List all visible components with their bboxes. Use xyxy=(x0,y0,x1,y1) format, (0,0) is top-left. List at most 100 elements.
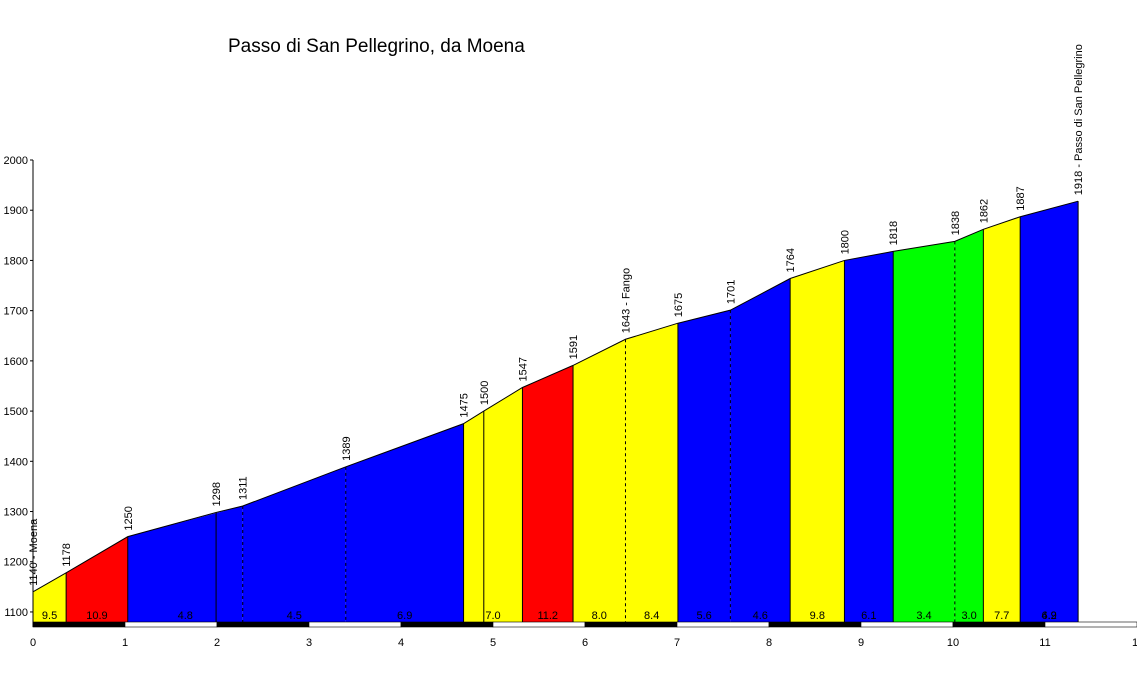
segment-fill-12 xyxy=(844,251,894,623)
x-tick-label: 10 xyxy=(947,637,959,649)
segment-fill-2 xyxy=(127,505,243,622)
x-tick-label: 1 xyxy=(122,637,128,649)
profile-fills xyxy=(33,201,1079,623)
grade-label: 6.1 xyxy=(861,610,876,622)
x-strip-1 xyxy=(124,621,218,628)
segment-fill-1 xyxy=(66,536,128,622)
grade-label: 5.6 xyxy=(696,610,711,622)
x-tick-label: 4 xyxy=(398,637,404,649)
segment-fill-14 xyxy=(954,229,984,623)
elevation-label: 1800 xyxy=(839,230,851,254)
grade-label: 6.2 xyxy=(1041,610,1056,622)
profile-line xyxy=(32,200,1079,593)
segment-dividers xyxy=(65,201,1079,622)
x-strip-5 xyxy=(492,621,586,628)
x-tick-label: 1 xyxy=(1132,637,1137,649)
x-tick-label: 2 xyxy=(214,637,220,649)
grade-label: 3.0 xyxy=(961,610,976,622)
y-tick-label: 2000 xyxy=(4,155,28,167)
x-strip-2 xyxy=(216,621,310,628)
segment-fill-4 xyxy=(345,423,464,622)
elevation-label: 1764 xyxy=(785,248,797,272)
chart-title: Passo di San Pellegrino, da Moena xyxy=(228,36,525,57)
grade-label: 4.6 xyxy=(753,610,768,622)
grade-label: 9.8 xyxy=(810,610,825,622)
segment-fill-9 xyxy=(677,310,731,622)
y-tick-label: 1700 xyxy=(4,306,28,318)
segment-fill-15 xyxy=(983,216,1021,622)
y-tick-label: 1900 xyxy=(4,205,28,217)
segment-fill-3 xyxy=(242,466,346,622)
elevation-label: 1643 - Fango xyxy=(620,268,632,333)
segment-fill-13 xyxy=(893,241,955,622)
segment-fill-11 xyxy=(790,260,845,622)
elevation-label: 1475 xyxy=(459,393,471,417)
elevation-label: 1675 xyxy=(673,293,685,317)
x-tick-label: 8 xyxy=(766,637,772,649)
elevation-label: 1818 xyxy=(888,221,900,245)
elevation-label: 1918 - Passo di San Pellegrino xyxy=(1073,44,1085,195)
segment-fill-8 xyxy=(625,323,678,622)
grade-label: 4.9 xyxy=(1041,610,1056,622)
elevation-label: 1862 xyxy=(978,199,990,223)
x-strip-0 xyxy=(32,621,126,628)
y-tick-label: 1200 xyxy=(4,557,28,569)
elevation-label: 1140 - Moena xyxy=(28,518,40,586)
x-strip-11 xyxy=(1044,621,1137,628)
elevation-label: 1178 xyxy=(61,543,73,567)
y-tick-label: 1300 xyxy=(4,507,28,519)
grade-label: 6.9 xyxy=(397,610,412,622)
elevation-label: 1311 xyxy=(238,476,250,500)
grade-label: 7.7 xyxy=(994,610,1009,622)
x-strip-4 xyxy=(400,621,494,628)
x-strip-3 xyxy=(308,621,402,628)
elevation-label: 1701 xyxy=(725,280,737,304)
segment-fill-10 xyxy=(730,278,791,622)
grade-label: 8.0 xyxy=(592,610,607,622)
segment-fill-5 xyxy=(463,387,523,622)
elevation-label: 1547 xyxy=(517,357,529,381)
elevation-label: 1591 xyxy=(568,335,580,359)
y-axis: 1100 1200 1300 1400 1500 1600 1700 1800 1900 2000 xyxy=(4,155,34,627)
grade-label: 8.4 xyxy=(644,610,659,622)
grade-label: 10.9 xyxy=(86,610,107,622)
grade-label: 7.0 xyxy=(485,610,500,622)
grade-label: 9.5 xyxy=(42,610,57,622)
elevation-label: 1250 xyxy=(123,506,135,530)
x-strip-6 xyxy=(584,621,678,628)
profile-outline xyxy=(32,200,1079,593)
elevation-label: 1389 xyxy=(341,436,353,460)
x-tick-label: 9 xyxy=(858,637,864,649)
y-tick-label: 1400 xyxy=(4,456,28,468)
x-tick-label: 0 xyxy=(30,637,36,649)
y-tick-label: 1100 xyxy=(4,607,28,619)
y-tick-label: 1600 xyxy=(4,356,28,368)
grade-label: 11.2 xyxy=(537,610,558,622)
x-strip-9 xyxy=(860,621,954,628)
x-strip-7 xyxy=(676,621,770,628)
x-tick-label: 6 xyxy=(582,637,588,649)
elevation-label: 1298 xyxy=(211,482,223,506)
y-tick-label: 1800 xyxy=(4,255,28,267)
elevation-label: 1500 xyxy=(479,381,491,405)
grade-label: 4.5 xyxy=(287,610,302,622)
elevation-label: 1838 xyxy=(950,211,962,235)
grade-labels: 9.5 10.9 4.8 4.5 6.9 7.0 11.2 8.0 8.4 5.6 4.6 9.8 6.… xyxy=(42,610,1057,622)
segment-fill-7 xyxy=(573,339,626,622)
elevation-labels: 1140 - Moena 1178 1250 1298 1311 1389 1475 1500… xyxy=(28,44,1085,586)
segment-fill-16 xyxy=(1020,201,1079,622)
x-strip-10 xyxy=(952,621,1046,628)
x-axis: 0 1 2 3 4 5 6 7 8 9 10 11 1 xyxy=(30,621,1137,649)
x-tick-label: 11 xyxy=(1039,637,1050,649)
segment-fill-6 xyxy=(522,365,574,622)
x-tick-label: 5 xyxy=(490,637,496,649)
x-tick-label: 3 xyxy=(306,637,312,649)
y-tick-label: 1500 xyxy=(4,406,28,418)
grade-label: 4.8 xyxy=(178,610,193,622)
segment-fill-0 xyxy=(33,572,67,622)
elevation-label: 1887 xyxy=(1015,186,1027,210)
x-strip-8 xyxy=(768,621,862,628)
grade-label: 3.4 xyxy=(916,610,931,622)
x-tick-label: 7 xyxy=(674,637,680,649)
